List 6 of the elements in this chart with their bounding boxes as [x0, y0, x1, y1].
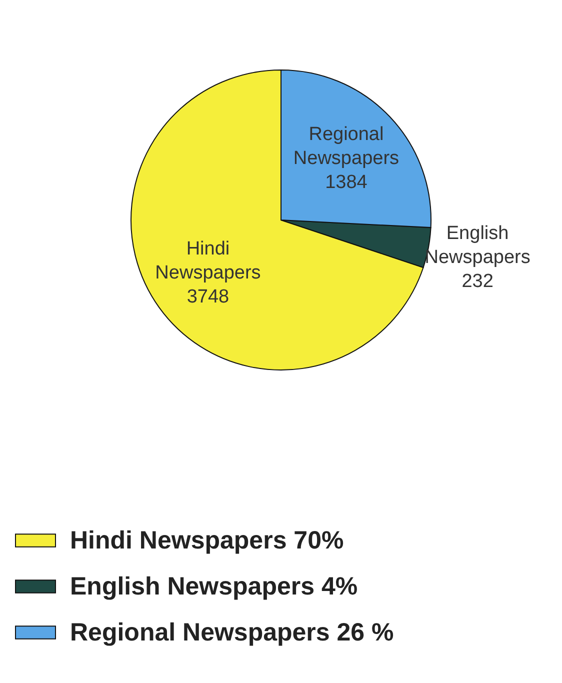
data-label: Hindi Newspapers 3748	[155, 238, 261, 308]
data-label: English Newspapers 232	[424, 223, 530, 292]
data-label: Regional Newspapers 1384	[293, 124, 400, 193]
legend-label: English Newspapers 4%	[70, 572, 358, 600]
legend-label: Regional Newspapers 26 %	[70, 618, 394, 646]
legend-label: Hindi Newspapers 70%	[70, 526, 344, 554]
